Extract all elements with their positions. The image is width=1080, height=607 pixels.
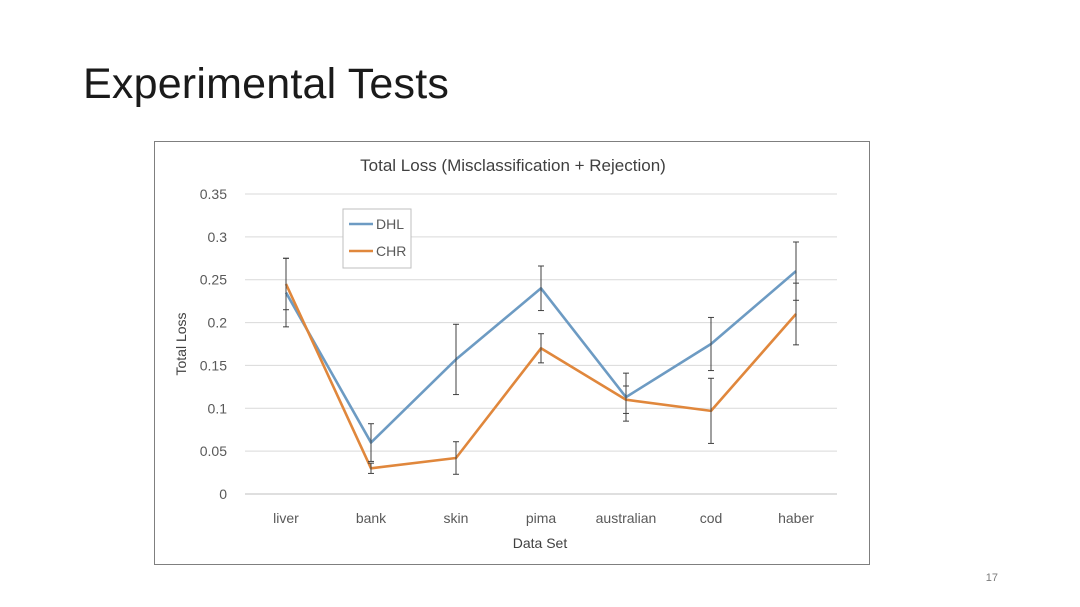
x-tick-label: pima (526, 510, 557, 526)
legend-label-chr: CHR (376, 243, 406, 259)
error-bar-dhl (708, 316, 714, 372)
x-tick-label: haber (778, 510, 814, 526)
line-chart: Total Loss (Misclassification + Rejectio… (173, 156, 837, 551)
y-tick-label: 0.25 (200, 272, 227, 288)
series-line-chr (284, 283, 797, 470)
chart-title: Total Loss (Misclassification + Rejectio… (360, 156, 666, 175)
y-axis-label: Total Loss (173, 312, 189, 375)
y-tick-label: 0.1 (208, 400, 228, 416)
legend: DHL CHR (342, 208, 412, 269)
page-number: 17 (985, 572, 998, 584)
x-axis-label: Data Set (513, 535, 568, 551)
x-tick-label: bank (356, 510, 387, 526)
y-tick-label: 0.2 (208, 315, 228, 331)
error-bar-chr (708, 377, 714, 444)
error-bar-dhl (368, 423, 374, 462)
error-bar-chr (283, 257, 289, 311)
y-tick-label: 0.35 (200, 186, 227, 202)
error-bar-chr (538, 333, 544, 364)
x-tick-label: australian (596, 510, 657, 526)
chart-frame: Total Loss (Misclassification + Rejectio… (154, 141, 870, 565)
error-bar-dhl (538, 265, 544, 312)
legend-box (342, 208, 412, 269)
x-tick-label: liver (273, 510, 299, 526)
x-tick-label: skin (444, 510, 469, 526)
error-bar-chr (368, 462, 374, 474)
y-tick-label: 0.3 (208, 229, 228, 245)
error-bar-dhl (453, 323, 459, 396)
error-bar-chr (453, 441, 459, 475)
x-tick-label: cod (700, 510, 723, 526)
error-bar-chr (623, 385, 629, 414)
slide-title: Experimental Tests (83, 60, 450, 108)
y-tick-label: 0.05 (200, 443, 227, 459)
legend-label-dhl: DHL (376, 216, 404, 232)
y-tick-label: 0.15 (200, 357, 227, 373)
error-bar-chr (793, 282, 799, 346)
y-tick-label: 0 (219, 486, 227, 502)
